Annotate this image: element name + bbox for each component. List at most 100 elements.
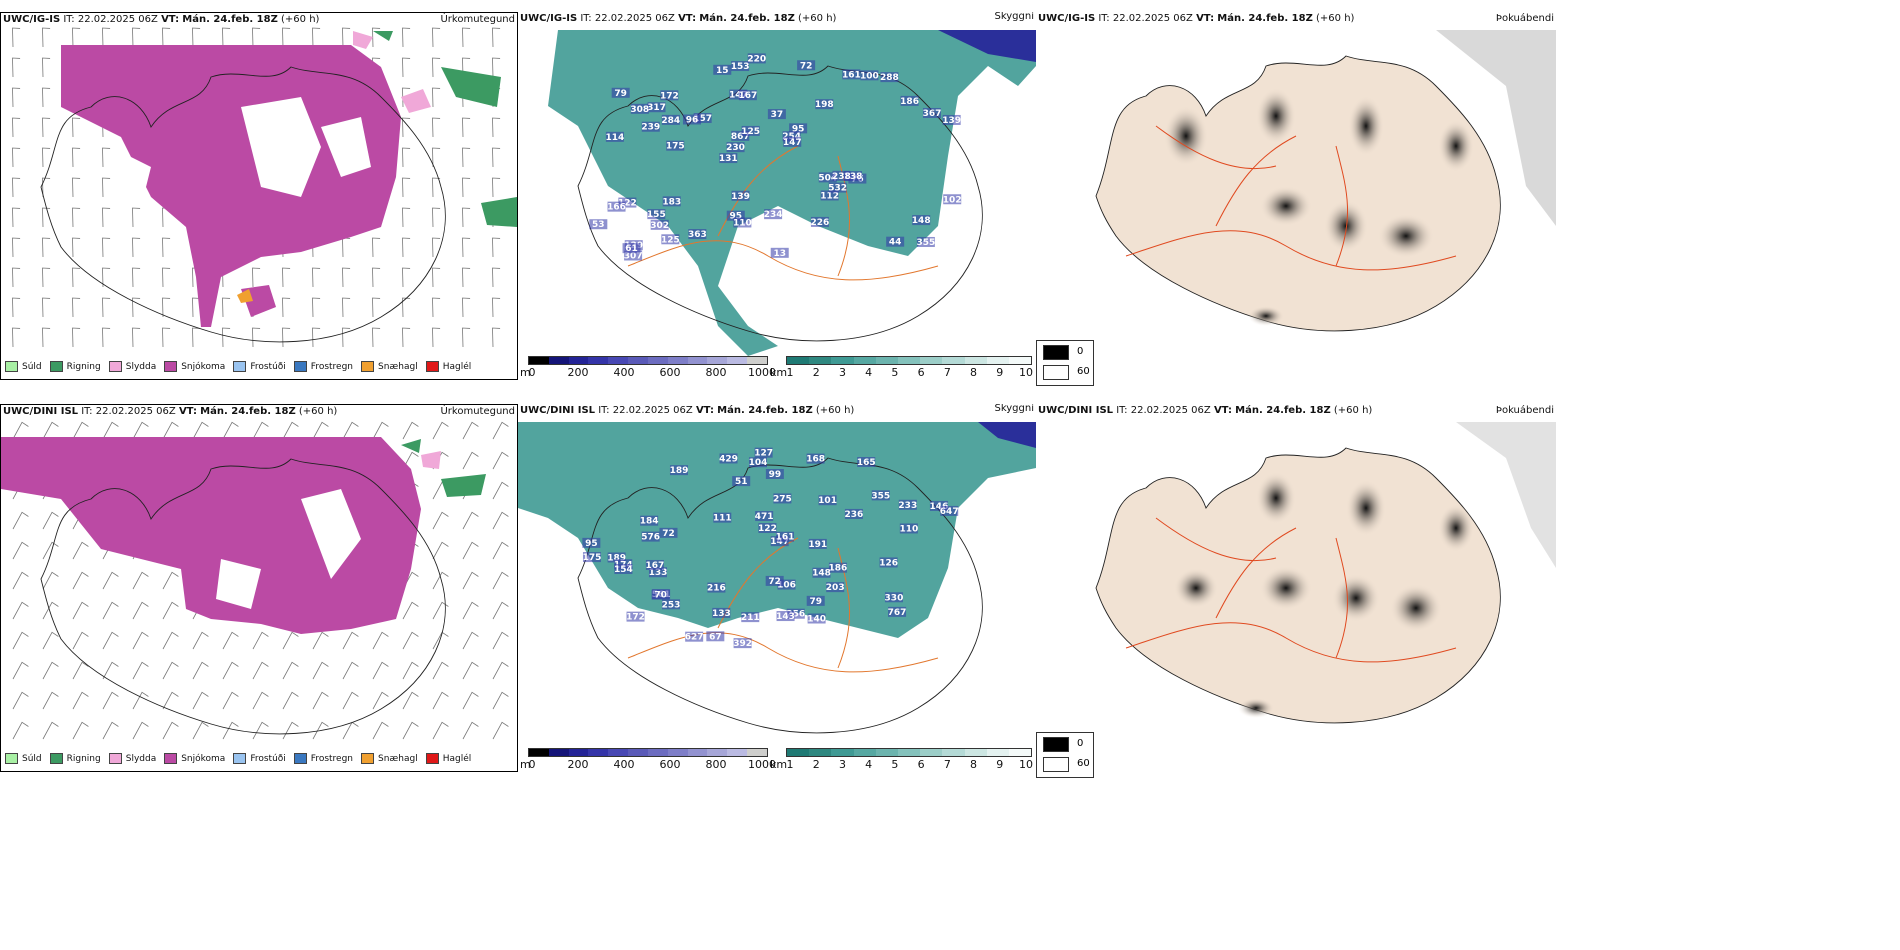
it-label: IT: xyxy=(580,13,592,24)
wind-barb xyxy=(132,27,141,48)
legend-item: Snjókoma xyxy=(164,753,225,764)
cloud-base-label: 220 xyxy=(747,54,766,64)
cloud-label-bg xyxy=(662,599,681,610)
fog-legend-black xyxy=(1043,345,1069,360)
colorbar-segment xyxy=(647,749,668,756)
cloud-base-label: 392 xyxy=(733,639,752,649)
wind-barb xyxy=(312,327,321,348)
wind-barb xyxy=(432,601,449,620)
vt-value: Mán. 24.feb. 18Z xyxy=(717,405,813,416)
cloud-label-bg xyxy=(747,53,766,64)
cloud-label-bg xyxy=(741,125,760,136)
wind-barb xyxy=(102,267,111,288)
wind-barb xyxy=(312,721,329,740)
wind-barb xyxy=(12,661,29,680)
wind-barb xyxy=(492,691,509,710)
fog-white-label: 60 xyxy=(1077,758,1090,769)
cloud-base-label: 253 xyxy=(662,600,681,610)
wind-barb xyxy=(252,661,269,680)
wind-barb xyxy=(432,721,449,740)
wind-barb xyxy=(72,541,89,560)
cloud-label-bg xyxy=(693,113,712,124)
cloud-base-label: 139 xyxy=(942,116,961,126)
colorbar-tick: 1000 xyxy=(748,366,776,379)
wind-barb xyxy=(372,661,389,680)
cloud-base-label: 53 xyxy=(592,220,605,230)
wind-barb xyxy=(492,511,509,530)
wind-barb xyxy=(12,541,29,560)
wind-barb xyxy=(42,661,59,680)
wind-barb xyxy=(72,721,89,740)
cloud-base-label: 183 xyxy=(662,197,681,207)
wind-barb xyxy=(372,297,381,318)
cloud-label-bg xyxy=(880,72,899,83)
wind-barb xyxy=(282,721,299,740)
wind-barb xyxy=(432,327,441,348)
wind-barb xyxy=(432,177,441,198)
cloud-base-label: 471 xyxy=(755,512,774,522)
lead-time: (+60 h) xyxy=(298,406,338,417)
colorbar-tick: 10 xyxy=(1019,366,1033,379)
cloud-label-bg xyxy=(806,453,825,464)
cloud-base-label: 186 xyxy=(900,97,919,107)
cloud-label-bg xyxy=(844,171,863,182)
colorbar-tick: 600 xyxy=(659,366,681,379)
wind-barb xyxy=(462,631,479,650)
legend-swatch xyxy=(293,753,307,764)
cloud-label-bg xyxy=(900,95,919,106)
legend-label: Haglél xyxy=(442,361,472,372)
cloud-label-bg xyxy=(832,170,851,181)
colorbar-unit: km xyxy=(770,366,788,379)
legend-swatch xyxy=(49,361,63,372)
ptype-legend-row1: Súld Rigning Slydda Snjókoma Frostúði Frostre… xyxy=(5,361,471,372)
colorbar-tick: 1000 xyxy=(748,758,776,771)
wind-barb xyxy=(12,27,21,48)
model-name: UWC/IG-IS xyxy=(3,14,61,25)
cloud-base-label: 139 xyxy=(731,192,750,202)
colorbar-segment xyxy=(529,749,549,756)
cloud-base-label: 172 xyxy=(660,91,679,101)
wind-barb xyxy=(432,661,449,680)
cloud-base-label: 167 xyxy=(738,91,757,101)
wind-barb xyxy=(162,237,171,258)
wind-barb xyxy=(132,721,149,740)
wind-barb xyxy=(72,27,81,48)
fog-white-label: 60 xyxy=(1077,366,1090,377)
cloud-label-bg xyxy=(916,236,935,247)
wind-barb xyxy=(372,237,381,258)
colorbar-segment xyxy=(628,749,648,756)
wind-barb xyxy=(42,207,51,228)
cloud-label-bg xyxy=(826,582,845,593)
cloud-base-label: 148 xyxy=(812,569,831,579)
colorbar-tick: 5 xyxy=(891,366,899,379)
legend-label: Snæhagl xyxy=(378,753,418,764)
wind-barb xyxy=(342,421,359,440)
cloud-label-bg xyxy=(807,613,826,624)
cloud-base-label: 157 xyxy=(693,114,712,124)
cloud-base-label: 37 xyxy=(771,110,784,120)
wind-barb xyxy=(372,631,389,650)
coastline xyxy=(40,66,446,343)
cloud-base-label: 239 xyxy=(641,123,660,133)
cloud-label-bg xyxy=(645,559,664,570)
wind-barb xyxy=(282,691,299,710)
fog-black-label: 0 xyxy=(1077,738,1084,749)
cloud-base-label: 138 xyxy=(844,172,863,182)
cloud-base-label: 189 xyxy=(670,466,689,476)
cloud-label-bg xyxy=(626,611,645,622)
colorbar-segment xyxy=(707,357,728,364)
colorbar-segment xyxy=(608,357,629,364)
fog-map-row2 xyxy=(1095,422,1556,724)
it-value: 22.02.2025 06Z xyxy=(594,13,675,24)
colorbar-segment xyxy=(568,357,589,364)
cloud-base-label: 70 xyxy=(654,591,667,601)
high-cloud-colorbar-row2: km 1 2 3 4 5 6 7 8 9 10 xyxy=(770,748,1036,772)
cloud-base-label: 216 xyxy=(707,584,726,594)
colorbar-segment xyxy=(809,357,832,364)
wind-barb xyxy=(402,297,411,318)
cloud-label-bg xyxy=(842,69,861,80)
graupel-area xyxy=(237,289,253,303)
wind-barb xyxy=(402,421,419,440)
wind-barb xyxy=(462,691,479,710)
vt-label: VT: xyxy=(678,13,697,24)
